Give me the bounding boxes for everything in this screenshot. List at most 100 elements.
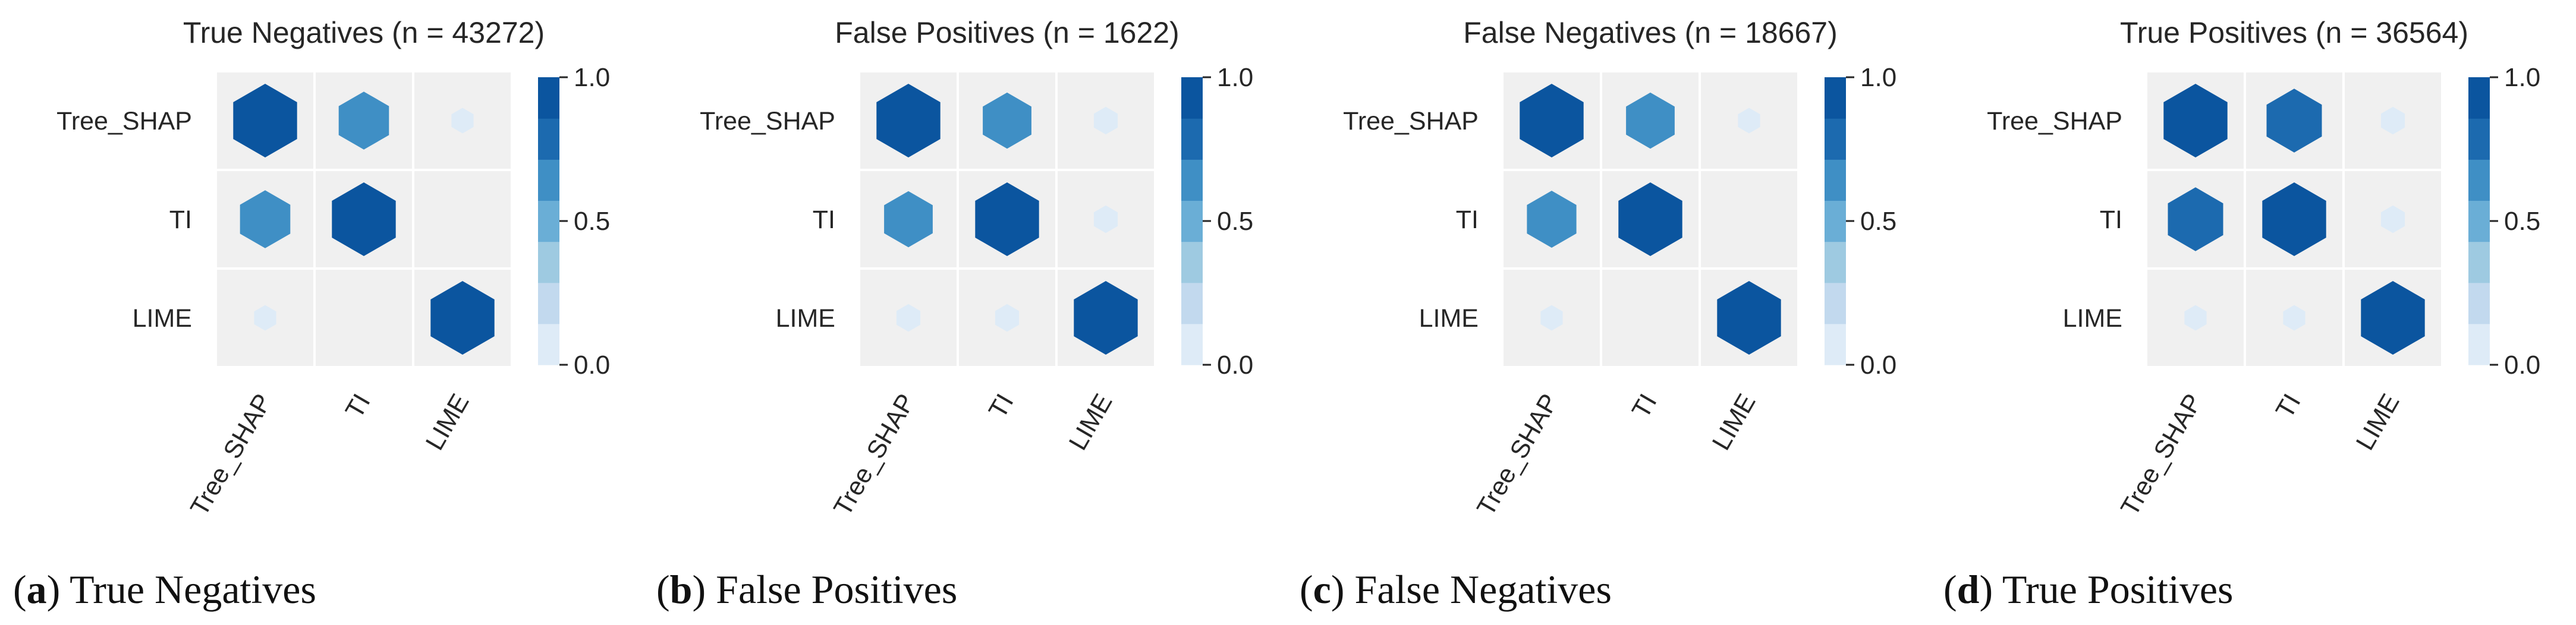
- x-tick-label-lime: LIME: [1064, 389, 1118, 455]
- caption-text: False Positives: [716, 567, 957, 612]
- colorbar-tick-label: 1.0: [1860, 63, 1896, 92]
- y-tick-label-lime: LIME: [1419, 304, 1479, 333]
- hexagon-marker-ti-ti: [2262, 182, 2326, 256]
- colorbar-segment: [1825, 282, 1846, 324]
- hexagon-marker-tree-shap-lime: [1738, 108, 1760, 134]
- x-tick-label-lime: LIME: [1707, 389, 1762, 455]
- y-tick-label-ti: TI: [169, 206, 192, 234]
- panel-caption: (a) True Negatives: [13, 567, 316, 612]
- panel-caption: (d) True Positives: [1943, 567, 2233, 612]
- caption-letter: c: [1313, 567, 1331, 612]
- colorbar-segment: [538, 159, 559, 201]
- colorbar-segment: [538, 200, 559, 242]
- colorbar-segment: [538, 77, 559, 119]
- colorbar-segment: [2468, 241, 2490, 283]
- caption-text: True Negatives: [70, 567, 316, 612]
- colorbar-segment: [1825, 241, 1846, 283]
- y-tick-label-ti: TI: [813, 206, 835, 234]
- hexagon-marker-lime-lime: [1074, 281, 1138, 355]
- y-tick-label-tree-shap: Tree_SHAP: [56, 107, 192, 135]
- panel-caption: (b) False Positives: [656, 567, 957, 612]
- hexagon-marker-ti-lime: [2380, 205, 2405, 233]
- colorbar-tick-label: 0.5: [1860, 207, 1896, 236]
- colorbar-segment: [1181, 323, 1203, 365]
- hexagon-marker-tree-shap-tree-shap: [2163, 84, 2228, 157]
- y-tick-label-tree-shap: Tree_SHAP: [1343, 107, 1479, 135]
- colorbar-tick-label: 0.0: [574, 351, 610, 380]
- hexagon-marker-tree-shap-lime: [451, 108, 474, 134]
- hexagon-marker-tree-shap-tree-shap: [1520, 84, 1584, 157]
- hexagon-marker-lime-lime: [1717, 281, 1781, 355]
- colorbar-tick-label: 1.0: [2504, 63, 2540, 92]
- y-tick-label-lime: LIME: [776, 304, 835, 333]
- y-tick-label-lime: LIME: [133, 304, 192, 333]
- hexagon-marker-ti-ti: [332, 182, 396, 256]
- heatmap-panel-b: False Positives (n = 1622) Tree_SHAP TI LIM…: [656, 16, 1253, 612]
- y-tick-label-ti: TI: [1456, 206, 1479, 234]
- colorbar-segment: [2468, 200, 2490, 242]
- hexagon-marker-tree-shap-ti: [2266, 89, 2322, 153]
- colorbar-segment: [2468, 77, 2490, 119]
- x-tick-label-ti: TI: [983, 389, 1020, 423]
- hexagon-marker-tree-shap-tree-shap: [876, 84, 941, 157]
- heatmap-panel-c: False Negatives (n = 18667) Tree_SHAP TI LI…: [1300, 16, 1896, 612]
- hexagon-marker-tree-shap-ti: [983, 92, 1031, 149]
- hexagon-marker-lime-ti: [2283, 305, 2305, 331]
- y-tick-label-lime: LIME: [2063, 304, 2122, 333]
- hexagon-marker-ti-ti: [1618, 182, 1682, 256]
- x-tick-label-ti: TI: [340, 389, 376, 423]
- caption-letter: d: [1957, 567, 1980, 612]
- x-tick-label-ti: TI: [1627, 389, 1663, 423]
- heatmap-panel-d: True Positives (n = 36564) Tree_SHAP TI LIM…: [1943, 16, 2540, 612]
- colorbar-segment: [1825, 77, 1846, 119]
- x-tick-label-ti: TI: [2270, 389, 2307, 423]
- hexagon-marker-tree-shap-ti: [1626, 92, 1675, 149]
- x-tick-label-tree-shap: Tree_SHAP: [2115, 389, 2207, 520]
- hexagon-marker-lime-ti: [995, 304, 1020, 332]
- colorbar-tick-label: 1.0: [574, 63, 610, 92]
- caption-letter: a: [27, 567, 47, 612]
- x-tick-label-tree-shap: Tree_SHAP: [185, 389, 277, 520]
- y-tick-label-tree-shap: Tree_SHAP: [700, 107, 835, 135]
- colorbar-segment: [1825, 200, 1846, 242]
- hexagon-marker-lime-tree-shap: [254, 305, 276, 331]
- colorbar-segment: [2468, 323, 2490, 365]
- hexagon-marker-ti-tree-shap: [2168, 187, 2223, 251]
- hexagon-marker-ti-tree-shap: [884, 191, 933, 248]
- hexagon-marker-tree-shap-lime: [1093, 106, 1118, 135]
- colorbar-segment: [2468, 159, 2490, 201]
- hexagon-marker-ti-lime: [1093, 205, 1118, 233]
- hexagon-marker-lime-tree-shap: [896, 304, 921, 332]
- colorbar-segment: [1825, 323, 1846, 365]
- x-tick-label-lime: LIME: [420, 389, 475, 455]
- panel-caption: (c) False Negatives: [1300, 567, 1612, 612]
- hexagon-marker-ti-tree-shap: [1527, 191, 1577, 248]
- chart-title: True Negatives (n = 43272): [183, 16, 545, 49]
- colorbar-segment: [538, 118, 559, 160]
- chart-title: True Positives (n = 36564): [2120, 16, 2468, 49]
- hexagon-marker-lime-tree-shap: [2184, 305, 2207, 331]
- heatmap-cell: [1602, 270, 1699, 366]
- x-tick-label-tree-shap: Tree_SHAP: [828, 389, 920, 520]
- heatmap-cell: [414, 171, 511, 267]
- x-tick-label-tree-shap: Tree_SHAP: [1471, 389, 1564, 520]
- colorbar-segment: [1181, 159, 1203, 201]
- chart-title: False Positives (n = 1622): [835, 16, 1179, 49]
- colorbar-tick-label: 0.5: [574, 207, 610, 236]
- caption-letter: b: [670, 567, 693, 612]
- colorbar-tick-label: 0.0: [1217, 351, 1253, 380]
- y-tick-label-tree-shap: Tree_SHAP: [1987, 107, 2122, 135]
- colorbar-segment: [1181, 77, 1203, 119]
- hexagon-marker-tree-shap-lime: [2380, 106, 2405, 135]
- heatmap-panel-a: True Negatives (n = 43272) Tree_SHAP TI LIM…: [13, 16, 610, 612]
- heatmap-cell: [1701, 171, 1797, 267]
- colorbar-segment: [1825, 118, 1846, 160]
- caption-text: False Negatives: [1355, 567, 1612, 612]
- hexagon-marker-ti-ti: [975, 182, 1039, 256]
- colorbar-segment: [1181, 241, 1203, 283]
- heatmap-cell: [316, 270, 412, 366]
- colorbar-tick-label: 1.0: [1217, 63, 1253, 92]
- colorbar-segment: [1825, 159, 1846, 201]
- colorbar-segment: [2468, 282, 2490, 324]
